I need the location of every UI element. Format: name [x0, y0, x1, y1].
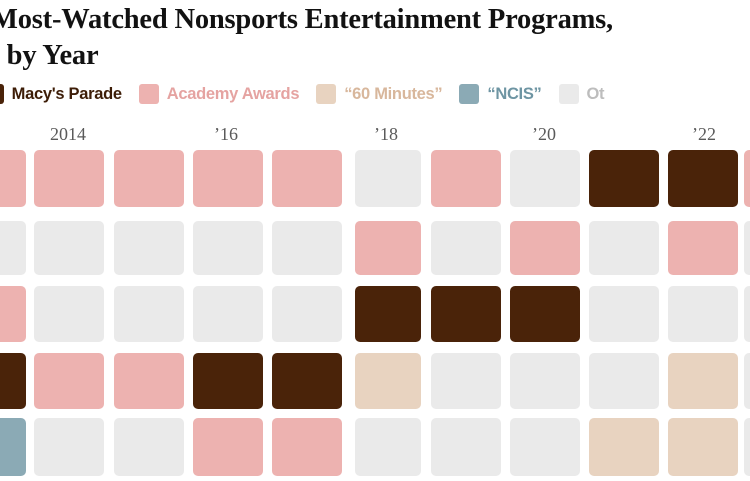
heatmap-cell[interactable] — [193, 418, 263, 476]
heatmap-cell[interactable] — [34, 286, 104, 342]
heatmap-cell[interactable] — [431, 353, 501, 409]
heatmap-cell[interactable] — [34, 221, 104, 275]
heatmap-cell[interactable] — [431, 286, 501, 342]
heatmap-cell[interactable] — [668, 286, 738, 342]
heatmap-cell[interactable] — [193, 221, 263, 275]
heatmap-cell[interactable] — [744, 150, 750, 207]
heatmap-cell[interactable] — [431, 150, 501, 207]
legend-label-other: Ot — [586, 84, 605, 103]
heatmap-cell[interactable] — [272, 353, 342, 409]
heatmap-cell[interactable] — [589, 353, 659, 409]
heatmap-cell[interactable] — [744, 418, 750, 476]
heatmap-cell[interactable] — [0, 150, 26, 207]
legend-label-60-minutes: “60 Minutes” — [344, 84, 443, 103]
heatmap-grid — [0, 150, 750, 481]
heatmap-cell[interactable] — [34, 353, 104, 409]
axis-tick-18: ’18 — [374, 124, 398, 144]
legend-item-macys-parade[interactable]: Macy's Parade — [0, 84, 122, 104]
legend-item-60-minutes[interactable]: “60 Minutes” — [316, 84, 443, 104]
heatmap-cell[interactable] — [272, 418, 342, 476]
legend: sts: Macy's Parade Academy Awards “60 Mi… — [0, 84, 621, 104]
heatmap-cell[interactable] — [589, 286, 659, 342]
heatmap-cell[interactable] — [114, 286, 184, 342]
heatmap-cell[interactable] — [272, 286, 342, 342]
heatmap-cell[interactable] — [355, 221, 421, 275]
heatmap-cell[interactable] — [355, 150, 421, 207]
heatmap-cell[interactable] — [589, 150, 659, 207]
heatmap-cell[interactable] — [34, 150, 104, 207]
heatmap-cell[interactable] — [668, 221, 738, 275]
heatmap-cell[interactable] — [431, 418, 501, 476]
legend-item-other[interactable]: Ot — [558, 84, 605, 104]
axis-tick-2014: 2014 — [50, 124, 86, 144]
page-title: 10 Most-Watched Nonsports Entertainment … — [0, 2, 750, 74]
heatmap-cell[interactable] — [114, 418, 184, 476]
heatmap-cell[interactable] — [0, 221, 26, 275]
heatmap-cell[interactable] — [0, 353, 26, 409]
legend-label-macys-parade: Macy's Parade — [11, 84, 122, 103]
heatmap-cell[interactable] — [272, 150, 342, 207]
axis-tick-22: ’22 — [692, 124, 716, 144]
heatmap-cell[interactable] — [510, 418, 580, 476]
heatmap-cell[interactable] — [510, 150, 580, 207]
legend-item-academy-awards[interactable]: Academy Awards — [138, 84, 300, 104]
axis-tick-20: ’20 — [532, 124, 556, 144]
axis-tick-16: ’16 — [214, 124, 238, 144]
legend-label-ncis: “NCIS” — [487, 84, 542, 103]
heatmap-cell[interactable] — [114, 150, 184, 207]
legend-swatch-ncis — [459, 84, 480, 104]
heatmap-cell[interactable] — [589, 418, 659, 476]
year-axis: 2014 ’16 ’18 ’20 ’22 — [0, 124, 750, 148]
heatmap-cell[interactable] — [510, 221, 580, 275]
heatmap-cell[interactable] — [0, 418, 26, 476]
title-line-2: ked by Year — [0, 40, 99, 71]
heatmap-cell[interactable] — [744, 286, 750, 342]
legend-swatch-academy-awards — [138, 84, 159, 104]
heatmap-cell[interactable] — [510, 286, 580, 342]
heatmap-cell[interactable] — [193, 286, 263, 342]
heatmap-cell[interactable] — [744, 221, 750, 275]
heatmap-cell[interactable] — [193, 150, 263, 207]
heatmap-cell[interactable] — [34, 418, 104, 476]
legend-swatch-other — [558, 84, 579, 104]
heatmap-cell[interactable] — [355, 418, 421, 476]
legend-swatch-60-minutes — [316, 84, 337, 104]
heatmap-cell[interactable] — [589, 221, 659, 275]
heatmap-cell[interactable] — [114, 353, 184, 409]
legend-label-academy-awards: Academy Awards — [166, 84, 300, 103]
heatmap-cell[interactable] — [668, 418, 738, 476]
heatmap-cell[interactable] — [114, 221, 184, 275]
heatmap-cell[interactable] — [272, 221, 342, 275]
heatmap-cell[interactable] — [193, 353, 263, 409]
title-line-1: 10 Most-Watched Nonsports Entertainment … — [0, 4, 613, 35]
heatmap-cell[interactable] — [355, 353, 421, 409]
heatmap-cell[interactable] — [668, 150, 738, 207]
legend-item-ncis[interactable]: “NCIS” — [459, 84, 542, 104]
heatmap-cell[interactable] — [0, 286, 26, 342]
heatmap-cell[interactable] — [431, 221, 501, 275]
heatmap-cell[interactable] — [355, 286, 421, 342]
heatmap-cell[interactable] — [668, 353, 738, 409]
heatmap-cell[interactable] — [510, 353, 580, 409]
heatmap-cell[interactable] — [744, 353, 750, 409]
legend-swatch-macys-parade — [0, 84, 4, 104]
